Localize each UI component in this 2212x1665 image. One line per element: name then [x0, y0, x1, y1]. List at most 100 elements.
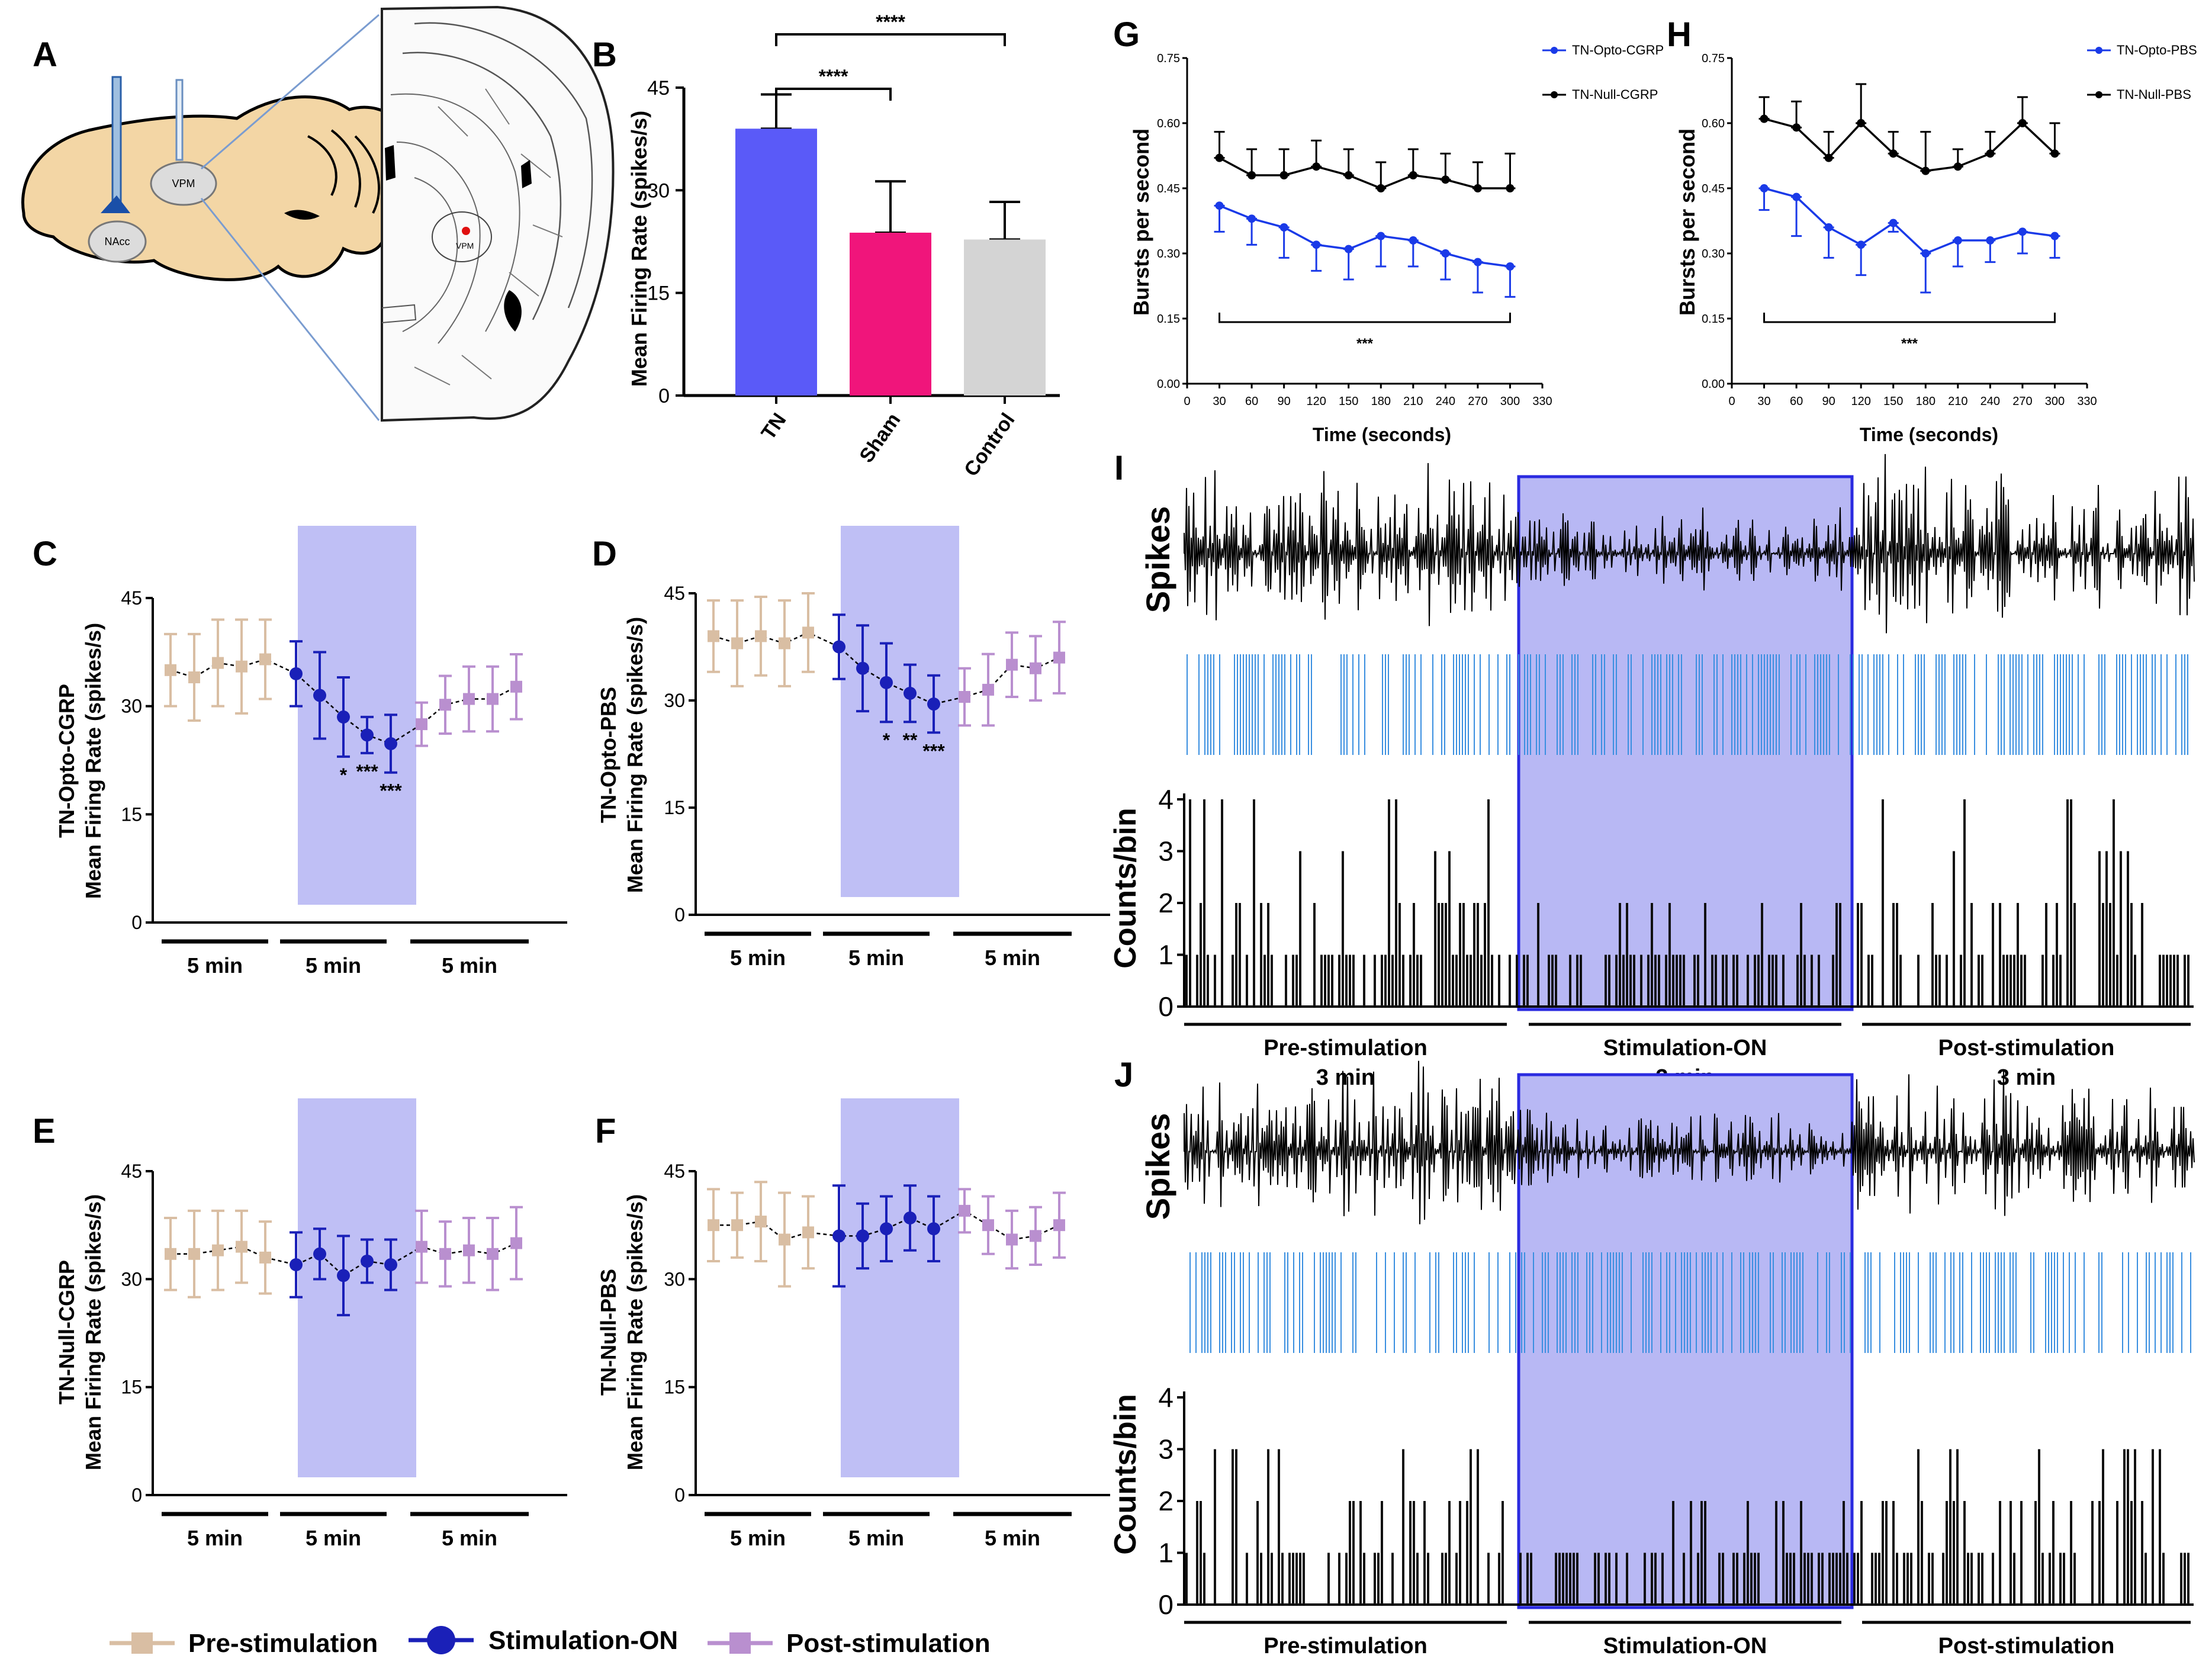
J-plot-period-name: Post-stimulation — [1938, 1634, 2115, 1658]
H-plot-series-0-point — [1889, 218, 1898, 227]
g-x-axis-label: Time (seconds) — [1313, 424, 1451, 445]
G-plot-series-line-1 — [1218, 157, 1510, 189]
H-plot-series-1-point — [1760, 114, 1769, 123]
panel-e: E TN-Null-CGRP Mean Firing Rate (spikes/… — [33, 1098, 567, 1550]
H-plot-x-tick-label: 0 — [1728, 395, 1735, 408]
b-significance-label: **** — [819, 66, 848, 87]
E-plot-pre-point — [212, 1244, 224, 1256]
C-plot-post-point — [439, 699, 451, 711]
H-plot-x-tick-label: 90 — [1822, 395, 1835, 408]
G-plot-series-0-point — [1279, 223, 1288, 232]
H-plot-x-tick-label: 180 — [1916, 395, 1936, 408]
b-x-tick-label: TN — [757, 409, 790, 444]
J-plot-period-duration: 3 min — [1316, 1663, 1375, 1665]
b-y-tick-label: 15 — [647, 282, 670, 305]
J-plot-y-tick-label: 3 — [1158, 1434, 1173, 1465]
j-counts-label: Counts/bin — [1108, 1394, 1143, 1555]
D-plot-stim-point — [832, 640, 845, 654]
I-plot-y-tick-label: 4 — [1158, 784, 1173, 815]
C-plot-y-tick-label: 0 — [131, 912, 142, 933]
H-plot-x-tick-label: 60 — [1790, 395, 1803, 408]
H-plot-series-1-point — [1889, 149, 1898, 158]
C-plot-sig-3: *** — [380, 780, 402, 802]
probe-tip-icon — [101, 195, 130, 213]
I-plot-y-tick-label: 1 — [1158, 940, 1173, 970]
panel-label-e: E — [33, 1112, 56, 1150]
F-plot-post-point — [1053, 1219, 1065, 1232]
C-plot-pre-point — [259, 653, 271, 666]
H-plot-y-tick-label: 0.30 — [1702, 247, 1725, 261]
g-y-axis-label: Bursts per second — [1129, 128, 1153, 316]
panel-label-a: A — [33, 36, 57, 74]
C-plot-stim-point — [384, 737, 397, 750]
G-plot-x-tick-label: 180 — [1371, 395, 1391, 408]
G-plot-series-0-point — [1377, 232, 1385, 240]
D-plot-pre-point — [802, 626, 814, 639]
I-plot-period-name: Pre-stimulation — [1263, 1036, 1427, 1060]
D-plot-period-label: 5 min — [848, 946, 904, 970]
H-plot-x-tick-label: 150 — [1883, 395, 1903, 408]
H-plot-x-tick-label: 30 — [1757, 395, 1770, 408]
I-plot-raster — [1187, 654, 2188, 755]
H-plot-series-line-1 — [1764, 117, 2056, 172]
F-plot-post-point — [1006, 1233, 1018, 1246]
C-plot-post-point — [416, 718, 427, 731]
D-plot-y-tick-label: 30 — [664, 690, 685, 711]
H-plot-x-tick-label: 210 — [1948, 395, 1967, 408]
b-plot-area: 0 15 30 45 TN Sham Control **** **** — [647, 11, 1060, 481]
f-y-label-1: TN-Null-PBS — [596, 1269, 620, 1396]
H-plot-series-1-point — [1921, 166, 1930, 175]
J-plot-y-tick-label: 4 — [1158, 1382, 1173, 1413]
I-plot-period-duration: 3 min — [1316, 1065, 1375, 1090]
G-plot-x-tick-label: 240 — [1436, 395, 1455, 408]
G-plot-x-tick-label: 210 — [1403, 395, 1423, 408]
H-plot-legend-marker-0 — [2095, 47, 2102, 54]
c-y-label-2: Mean Firing Rate (spikes/s) — [81, 623, 105, 899]
D-plot-period-label: 5 min — [985, 946, 1040, 970]
vpm-label: VPM — [172, 178, 195, 189]
H-plot-legend-label-0: TN-Opto-PBS — [2117, 43, 2197, 57]
G-plot-series-0-point — [1248, 214, 1256, 223]
F-plot-y-tick-label: 15 — [664, 1377, 685, 1398]
D-plot-stim-point — [856, 661, 869, 675]
F-plot-pre-point — [755, 1216, 767, 1228]
D-plot-post-point — [959, 690, 970, 703]
E-plot-stim-point — [290, 1258, 303, 1272]
G-plot-series-1-point — [1441, 175, 1450, 184]
D-plot-pre-point — [755, 630, 767, 642]
G-plot-y-tick-label: 0.45 — [1157, 182, 1180, 195]
F-plot-stim-point — [904, 1211, 917, 1225]
h-x-axis-label: Time (seconds) — [1860, 424, 1998, 445]
C-plot-sig-2: *** — [356, 761, 378, 782]
G-plot-series-1-point — [1248, 171, 1256, 179]
J-plot-y-tick-label: 2 — [1158, 1486, 1173, 1516]
I-plot-y-tick-label: 0 — [1158, 991, 1173, 1022]
G-plot-x-tick-label: 0 — [1184, 395, 1190, 408]
C-plot-sig-1: * — [340, 764, 348, 786]
F-plot-period-label: 5 min — [730, 1526, 786, 1550]
H-plot-series-1-point — [1824, 153, 1833, 162]
panel-h: H Bursts per second Time (seconds) 0.000… — [1667, 15, 2197, 445]
J-plot-period-name: Stimulation-ON — [1603, 1634, 1767, 1658]
H-plot-series-0-point — [1824, 223, 1833, 232]
D-plot-stim-point — [904, 686, 917, 700]
D-plot-sig-3: *** — [922, 740, 945, 761]
G-plot-y-tick-label: 0.30 — [1157, 247, 1180, 261]
F-plot-stim-point — [880, 1222, 893, 1236]
atlas-section: VPM — [381, 5, 615, 422]
E-plot-stim-point — [313, 1247, 326, 1261]
H-plot-y-tick-label: 0.45 — [1702, 182, 1725, 195]
D-plot-pre-point — [708, 630, 719, 642]
legend: Pre-stimulation Stimulation-ON Post-stim… — [110, 1626, 991, 1658]
C-plot-period-label: 5 min — [306, 953, 361, 978]
G-plot-series-1-point — [1215, 153, 1224, 162]
panel-label-i: I — [1114, 449, 1124, 487]
ventricle-icon — [284, 210, 320, 220]
panel-d: D TN-Opto-PBS Mean Firing Rate (spikes/s… — [592, 526, 1110, 970]
D-plot-post-point — [1053, 651, 1065, 664]
G-plot-series-0-point — [1409, 236, 1417, 245]
E-plot-post-point — [510, 1237, 522, 1249]
legend-post-label: Post-stimulation — [786, 1629, 991, 1658]
H-plot-y-tick-label: 0.00 — [1702, 378, 1725, 391]
